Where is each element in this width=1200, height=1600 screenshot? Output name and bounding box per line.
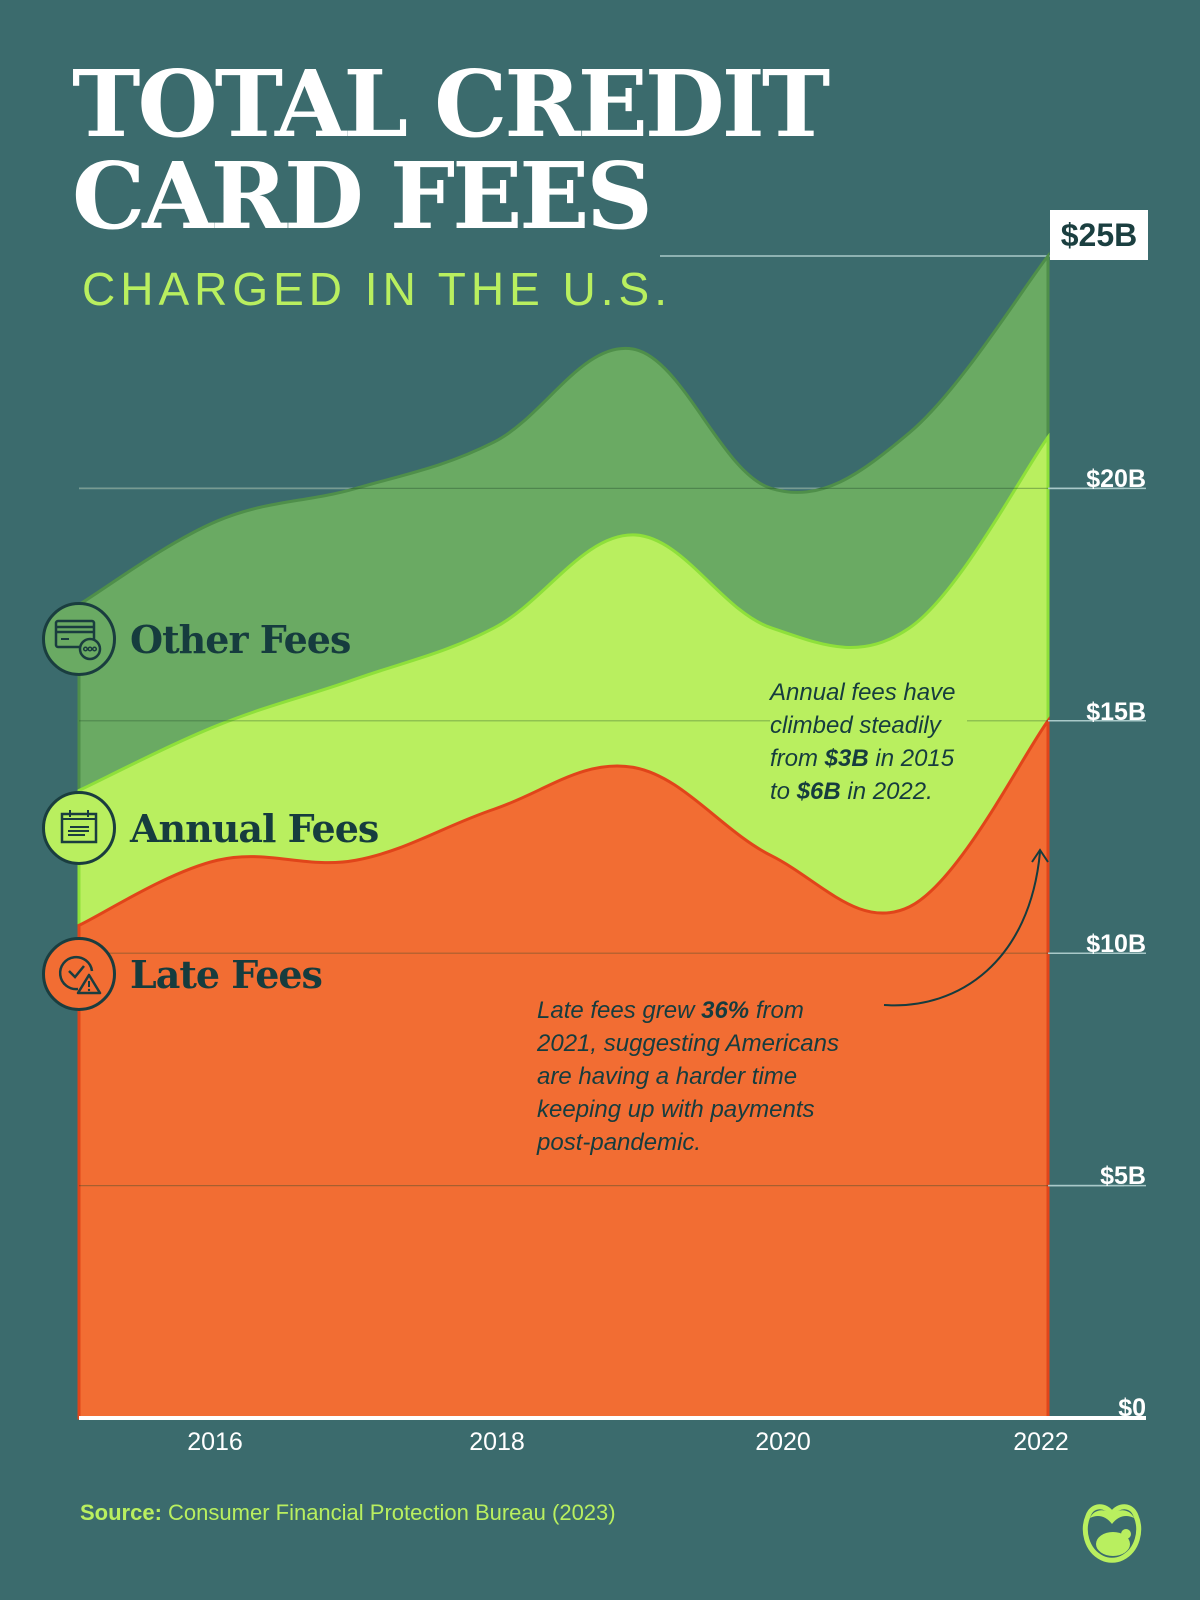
subtitle: CHARGED IN THE U.S. xyxy=(82,263,672,315)
area-late-fees xyxy=(77,716,1050,1420)
y-tick-25b: $25B xyxy=(1050,210,1148,260)
annotation-line: keeping up with payments xyxy=(537,1096,815,1123)
annotation-line: post-pandemic. xyxy=(537,1129,702,1156)
source-text: Consumer Financial Protection Bureau (20… xyxy=(161,1500,616,1525)
calendar-icon xyxy=(42,791,116,865)
clock-warning-icon xyxy=(42,937,116,1011)
x-tick-2022: 2022 xyxy=(1013,1428,1069,1456)
annotation-line: from $3B in 2015 xyxy=(770,745,955,772)
late-annotation-arrow xyxy=(883,851,1041,1007)
annotation-line: are having a harder time xyxy=(537,1063,798,1090)
brand-logo-icon xyxy=(1080,1500,1144,1564)
late-fees-annotation: Late fees grew 36% from 2021, suggesting… xyxy=(537,994,839,1159)
source-label: Source: xyxy=(80,1500,162,1525)
credit-card-more-icon xyxy=(42,602,116,676)
x-tick-2020: 2020 xyxy=(755,1428,811,1456)
legend-label: Other Fees xyxy=(130,616,351,662)
annotation-line: Annual fees have xyxy=(770,679,956,706)
x-tick-2016: 2016 xyxy=(187,1428,243,1456)
x-tick-2018: 2018 xyxy=(469,1428,525,1456)
y-tick-5b: $5B xyxy=(1100,1162,1146,1190)
title-line-1: TOTAL CREDIT xyxy=(72,50,830,158)
annotation-line: 2021, suggesting Americans xyxy=(537,1030,839,1057)
source-note: Source: Consumer Financial Protection Bu… xyxy=(80,1500,616,1526)
y-tick-20b: $20B xyxy=(1086,465,1146,493)
legend-annual-fees: Annual Fees xyxy=(42,791,379,865)
y-tick-15b: $15B xyxy=(1086,698,1146,726)
legend-late-fees: Late Fees xyxy=(42,937,323,1011)
annotation-line: climbed steadily xyxy=(770,712,941,739)
annotation-line: to $6B in 2022. xyxy=(770,778,933,805)
page-title: TOTAL CREDIT CARD FEES xyxy=(72,50,830,250)
legend-other-fees: Other Fees xyxy=(42,602,351,676)
legend-label: Annual Fees xyxy=(130,805,379,851)
annual-fees-annotation: Annual fees have climbed steadily from $… xyxy=(770,676,968,808)
y-tick-0: $0 xyxy=(1118,1394,1146,1422)
arrowhead-icon xyxy=(1031,848,1049,863)
annotation-line: Late fees grew 36% from xyxy=(537,997,804,1024)
legend-label: Late Fees xyxy=(130,951,323,997)
y-tick-10b: $10B xyxy=(1086,930,1146,958)
title-line-2: CARD FEES xyxy=(72,142,653,250)
